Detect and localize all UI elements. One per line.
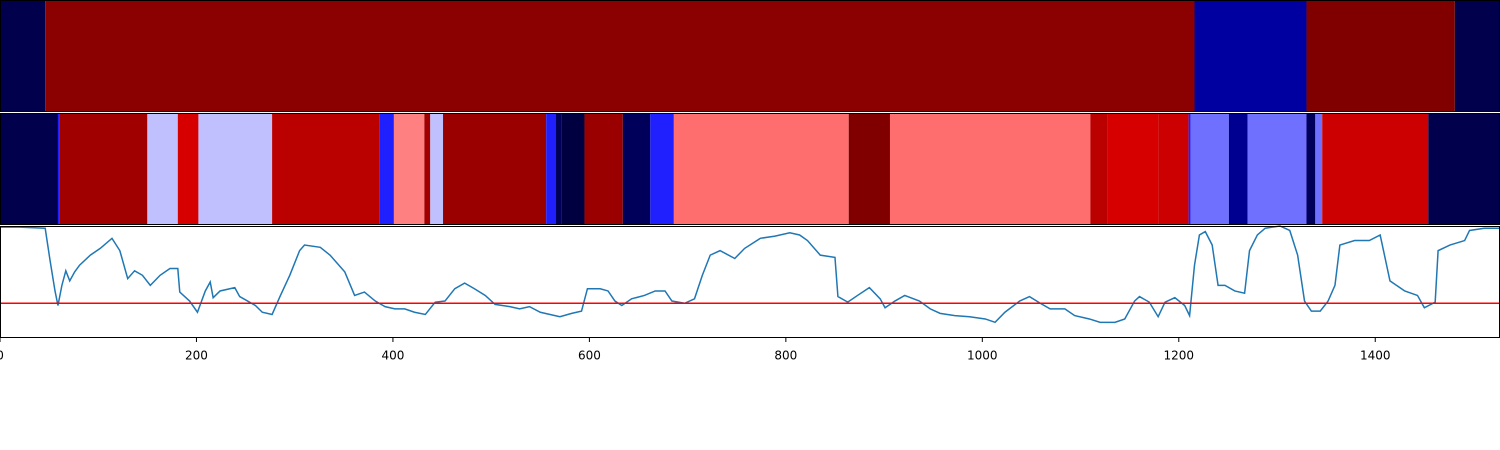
segment — [546, 113, 556, 225]
segment — [1090, 113, 1108, 225]
segment — [1228, 113, 1248, 225]
segment — [673, 113, 849, 225]
x-tick-label: 200 — [185, 349, 208, 363]
segment — [561, 113, 585, 225]
segment — [1306, 0, 1455, 112]
panel-frame — [0, 226, 1500, 338]
segment — [0, 0, 46, 112]
segment — [57, 113, 60, 225]
segment — [1190, 113, 1229, 225]
segment — [430, 113, 444, 225]
segment — [393, 113, 425, 225]
x-tick-label: 400 — [381, 349, 404, 363]
segment — [848, 113, 890, 225]
segment — [272, 113, 380, 225]
data-line — [0, 225, 1500, 324]
segment — [889, 113, 1091, 225]
segment — [622, 113, 651, 225]
segment — [0, 113, 58, 225]
x-tick-label: 800 — [774, 349, 797, 363]
x-tick-label: 1200 — [1164, 349, 1195, 363]
segment — [1158, 113, 1189, 225]
segment — [443, 113, 547, 225]
x-tick-label: 1400 — [1360, 349, 1391, 363]
segment — [59, 113, 148, 225]
segment — [1454, 0, 1500, 112]
segment — [1315, 113, 1323, 225]
segment — [1428, 113, 1500, 225]
segment — [584, 113, 623, 225]
x-tick-label: 0 — [0, 349, 4, 363]
segment — [1306, 113, 1316, 225]
segment — [45, 0, 1195, 112]
segment — [424, 113, 431, 225]
segment — [1107, 113, 1159, 225]
segment — [379, 113, 394, 225]
segment — [1247, 113, 1307, 225]
segment — [555, 113, 562, 225]
segment — [1322, 113, 1429, 225]
segment — [147, 113, 178, 225]
segment — [1194, 0, 1307, 112]
segment — [177, 113, 199, 225]
segment — [650, 113, 674, 225]
x-tick-label: 1000 — [967, 349, 998, 363]
segment — [1188, 113, 1191, 225]
segment — [198, 113, 273, 225]
x-tick-label: 600 — [578, 349, 601, 363]
